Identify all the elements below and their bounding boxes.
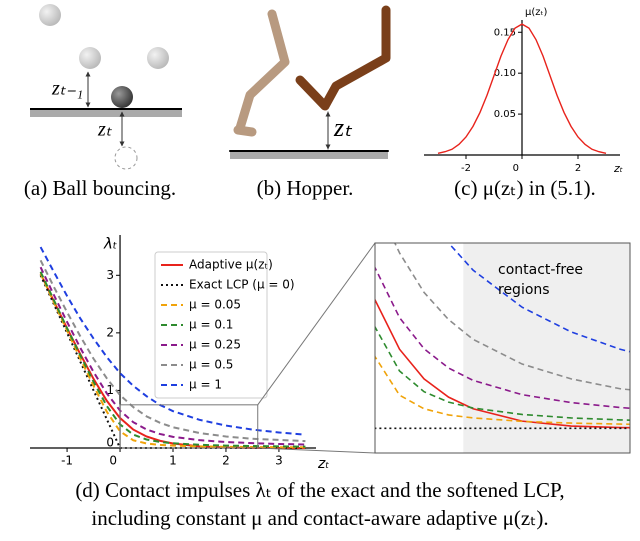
- zoom-connector: [257, 242, 376, 406]
- legend-label: μ = 0.1: [189, 318, 233, 332]
- y-tick-label: 3: [106, 268, 114, 282]
- line: [39, 246, 306, 436]
- caption: including constant μ and contact-aware a…: [91, 506, 548, 530]
- line: [393, 243, 630, 391]
- caption: (d) Contact impulses λₜ of the exact and…: [75, 478, 564, 502]
- x-tick-label: 0: [513, 163, 519, 174]
- x-tick-label: 2: [575, 163, 581, 174]
- y-tick-label: 0.05: [494, 109, 516, 120]
- line: [39, 266, 306, 446]
- y-tick-label: 1: [106, 383, 114, 397]
- y-tick-label: 0: [106, 436, 114, 450]
- zoom-box: [119, 404, 259, 449]
- x-tick-label: 3: [275, 454, 283, 468]
- line: [39, 259, 306, 443]
- x-tick-label: -1: [61, 454, 73, 468]
- legend-label: μ = 0.5: [189, 358, 233, 372]
- legend-label: μ = 0.05: [189, 298, 241, 312]
- inset-frame: [374, 242, 631, 454]
- legend-label: μ = 1: [189, 378, 222, 392]
- y-axis-label: μ(zₜ): [525, 7, 547, 18]
- x-tick-label: 1: [169, 454, 177, 468]
- caption: (c) μ(zₜ) in (5.1).: [454, 176, 596, 200]
- y-tick-label: 0.15: [494, 27, 516, 38]
- line: [447, 243, 630, 353]
- label: zₜ₋₁: [51, 78, 83, 100]
- line: [375, 265, 630, 410]
- annotation: regions: [498, 282, 550, 298]
- x-tick-label: 2: [222, 454, 230, 468]
- x-tick-label: 0: [109, 454, 117, 468]
- caption: (a) Ball bouncing.: [24, 176, 176, 200]
- hopper-illustration: zₜ: [229, 5, 391, 159]
- line: [375, 297, 630, 429]
- legend-label: Adaptive μ(zₜ): [189, 258, 273, 272]
- y-tick-label: 0.10: [494, 68, 516, 79]
- line: [375, 424, 630, 430]
- x-axis-label: zₜ: [317, 456, 329, 472]
- label: zₜ: [333, 113, 353, 142]
- y-axis-label: λₜ: [103, 235, 117, 253]
- contact-free-region: [463, 243, 630, 453]
- legend-label: μ = 0.25: [189, 338, 241, 352]
- y-tick-label: 2: [106, 325, 114, 339]
- legend-box: [154, 251, 268, 399]
- inset: [375, 243, 630, 453]
- x-tick-label: -2: [461, 163, 471, 174]
- annotation: contact-free: [498, 262, 583, 278]
- caption: (b) Hopper.: [257, 176, 354, 200]
- line: [437, 23, 607, 155]
- label: zₜ: [97, 119, 113, 141]
- ball-illustration: zₜ₋₁ zₜ: [30, 4, 182, 170]
- zoom-connector: [257, 447, 376, 454]
- x-axis-label: zₜ: [613, 162, 623, 175]
- legend-label: Exact LCP (μ = 0): [189, 278, 295, 292]
- line: [375, 353, 630, 426]
